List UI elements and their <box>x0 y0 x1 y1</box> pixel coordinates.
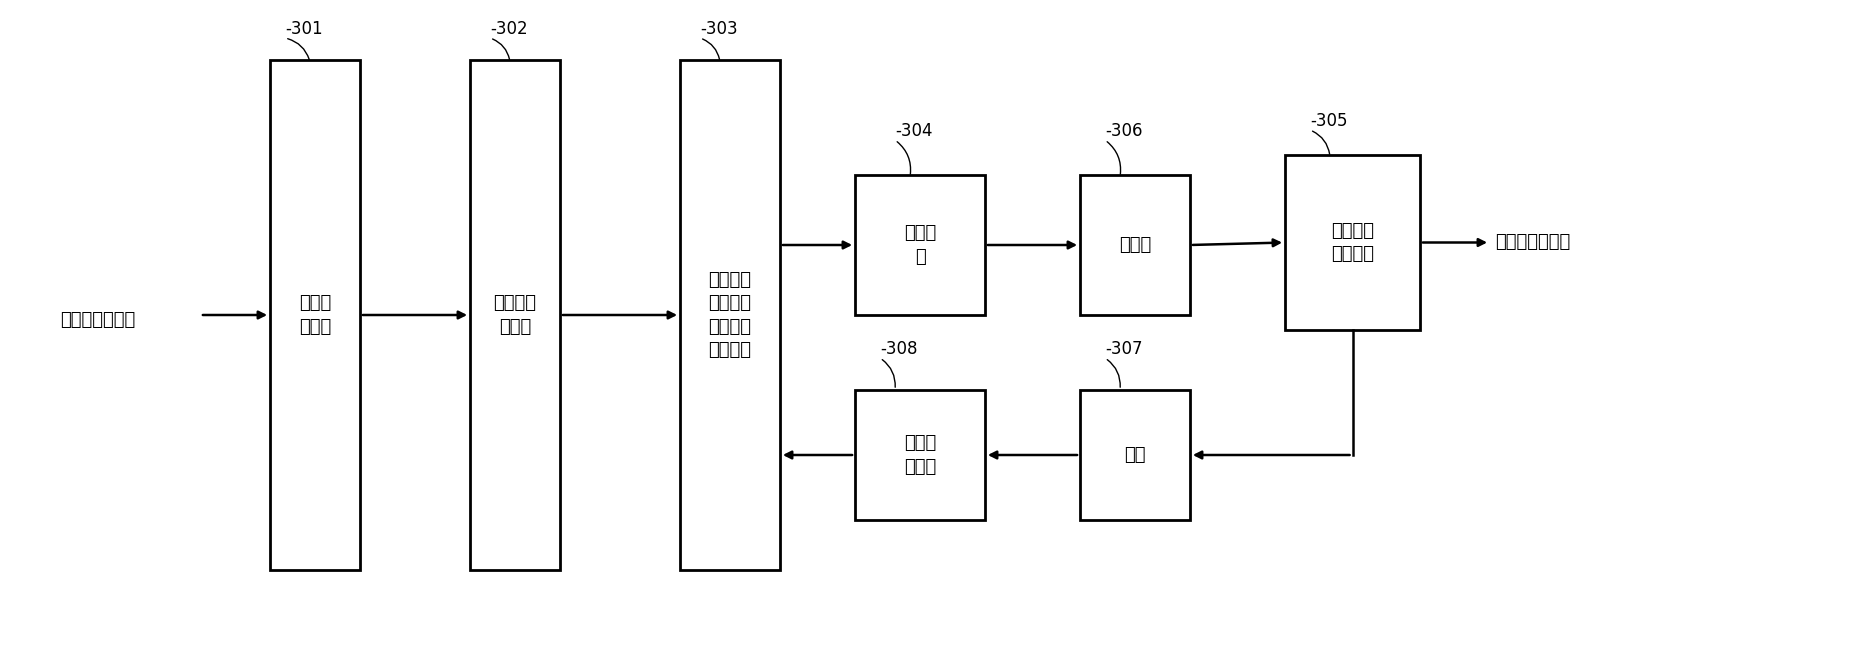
Text: 含循环前缀信号: 含循环前缀信号 <box>59 311 135 329</box>
Text: -308: -308 <box>879 340 918 358</box>
Text: -303: -303 <box>699 20 738 38</box>
Text: 均值方
差更新: 均值方 差更新 <box>903 434 937 476</box>
Bar <box>855 390 985 520</box>
Bar <box>1080 175 1191 315</box>
Text: -302: -302 <box>490 20 527 38</box>
Text: 去掉循
环前缀: 去掉循 环前缀 <box>299 294 332 336</box>
Text: 发送信息数据块: 发送信息数据块 <box>1495 233 1569 252</box>
Text: 利用先验
信道的多
用户联合
频域均衡: 利用先验 信道的多 用户联合 频域均衡 <box>709 271 751 359</box>
Bar <box>271 60 360 570</box>
Text: -307: -307 <box>1106 340 1143 358</box>
Text: 解交织: 解交织 <box>1119 236 1152 254</box>
Text: -301: -301 <box>286 20 323 38</box>
Text: -305: -305 <box>1310 112 1347 130</box>
Bar <box>855 175 985 315</box>
Text: 交织: 交织 <box>1124 446 1146 464</box>
Bar <box>1080 390 1191 520</box>
Text: 频率均
衡: 频率均 衡 <box>903 224 937 266</box>
Bar <box>469 60 560 570</box>
Text: 软输入软
输出评码: 软输入软 输出评码 <box>1332 222 1375 263</box>
Text: -304: -304 <box>894 122 933 140</box>
Bar <box>681 60 779 570</box>
Text: -306: -306 <box>1106 122 1143 140</box>
Text: 快速傅立
叶变换: 快速傅立 叶变换 <box>493 294 536 336</box>
Bar <box>1286 155 1419 330</box>
